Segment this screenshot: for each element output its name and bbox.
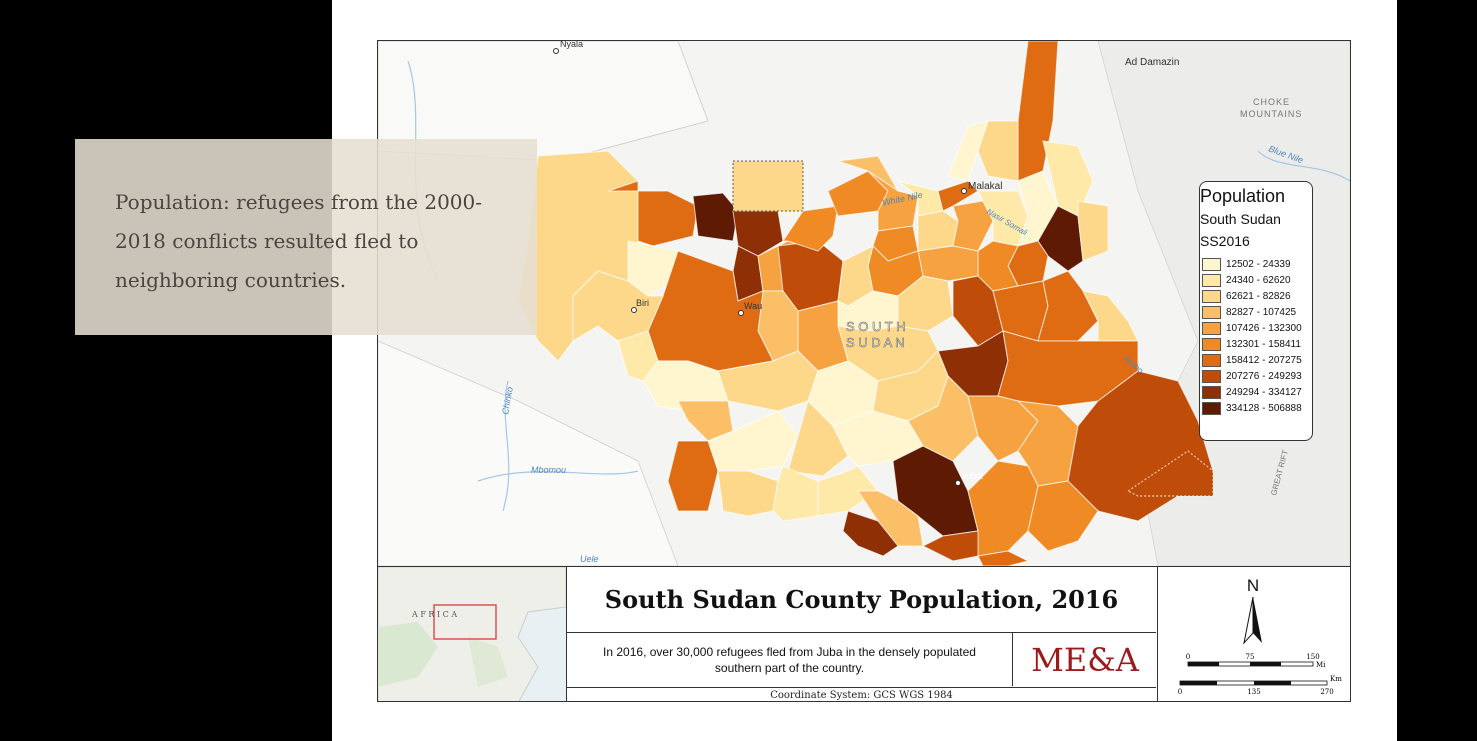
legend-item: 158412 - 207275 [1202,352,1312,368]
legend-subtitle: South Sudan [1200,211,1281,227]
legend-swatch [1202,385,1221,399]
legend-item-label: 207276 - 249293 [1226,370,1302,382]
legend-item: 132301 - 158411 [1202,336,1312,352]
label-ad-damazin: Ad Damazin [1125,57,1179,68]
inset-map-graphic: A F R I C A [378,567,566,701]
svg-text:0: 0 [1178,688,1182,696]
legend-item-label: 249294 - 334127 [1226,386,1302,398]
legend-swatch [1202,257,1221,271]
label-mbomou: Mbomou [531,465,566,475]
legend-swatch [1202,289,1221,303]
north-label: N [1247,576,1259,595]
legend-item-label: 82827 - 107425 [1226,306,1297,318]
legend-item: 12502 - 24339 [1202,256,1312,272]
label-biri: Biri [636,298,649,308]
inset-label-africa: A F R I C A [411,610,457,619]
legend-item-label: 12502 - 24339 [1226,258,1291,270]
label-malakal: Malakal [968,181,1002,192]
legend-swatch [1202,401,1221,415]
legend-swatch [1202,321,1221,335]
label-uele: Uele [580,554,599,564]
label-south: S O U T H [846,319,905,334]
legend-swatch [1202,369,1221,383]
info-callout-text: Population: refugees from the 2000-2018 … [115,190,483,292]
legend-item-label: 24340 - 62620 [1226,274,1291,286]
coordinate-system: Coordinate System: GCS WGS 1984 [567,687,1156,701]
county-polygons [517,41,1214,566]
legend-swatch [1202,273,1221,287]
legend-list: 12502 - 24339 24340 - 62620 62621 - 82826 8… [1200,256,1312,416]
svg-text:270: 270 [1320,688,1333,696]
inset-extent-box [433,604,497,640]
legend-item-label: 158412 - 207275 [1226,354,1302,366]
map-title: South Sudan County Population, 2016 [567,567,1156,633]
legend-item: 24340 - 62620 [1202,272,1312,288]
legend-item: 249294 - 334127 [1202,384,1312,400]
legend-item-label: 107426 - 132300 [1226,322,1302,334]
label-juba: Juba [961,471,983,482]
svg-text:0: 0 [1186,653,1190,661]
legend-swatch [1202,337,1221,351]
legend-item-label: 334128 - 506888 [1226,402,1302,414]
legend-item: 334128 - 506888 [1202,400,1312,416]
legend-item-label: 62621 - 82826 [1226,290,1291,302]
scale-bar-km: 0 135 270 Km [1178,675,1342,696]
label-sudan: S U D A N [846,335,905,350]
legend-item: 207276 - 249293 [1202,368,1312,384]
legend-swatch [1202,305,1221,319]
label-nyala: Nyala [560,41,583,49]
legend-title: Population [1200,186,1286,206]
svg-text:135: 135 [1247,688,1260,696]
map-legend: Population South Sudan SS2016 12502 - 24… [1199,181,1313,441]
legend-item: 62621 - 82826 [1202,288,1312,304]
north-arrow-icon [1243,596,1262,645]
legend-item-label: 132301 - 158411 [1226,338,1301,350]
map-description: In 2016, over 30,000 refugees fled from … [567,633,1013,686]
svg-text:Km: Km [1330,675,1342,683]
legend-field: SS2016 [1200,233,1250,249]
info-callout: Population: refugees from the 2000-2018 … [75,139,537,335]
label-choke-mountains: CHOKE [1253,97,1290,107]
legend-item: 107426 - 132300 [1202,320,1312,336]
svg-text:150: 150 [1306,653,1319,661]
mea-logo: ME&A [1031,640,1139,679]
label-chinko: Chinko [500,386,515,415]
scale-bar-mi: 0 75 150 Mi [1186,653,1326,669]
label-choke-mountains-2: MOUNTAINS [1240,109,1302,119]
svg-text:Mi: Mi [1316,661,1326,669]
svg-text:75: 75 [1246,653,1255,661]
map-frame: Nyala Ad Damazin CHOKE MOUNTAINS Blue Ni… [377,40,1351,702]
legend-item: 82827 - 107425 [1202,304,1312,320]
north-arrow-scale-panel: N 0 75 150 Mi 0 [1157,567,1350,701]
legend-swatch [1202,353,1221,367]
map-layout-footer: A F R I C A South Sudan County Populatio… [378,566,1350,701]
inset-map: A F R I C A [378,567,567,701]
label-wau: Wau [744,301,762,311]
